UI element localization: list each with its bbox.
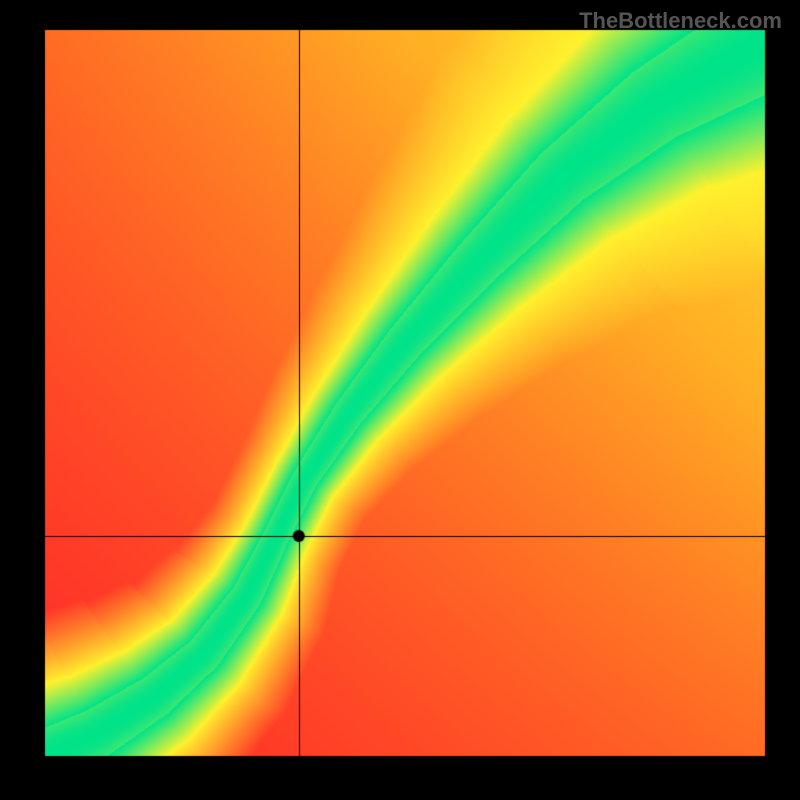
bottleneck-heatmap [0,0,800,800]
watermark-text: TheBottleneck.com [579,8,782,34]
